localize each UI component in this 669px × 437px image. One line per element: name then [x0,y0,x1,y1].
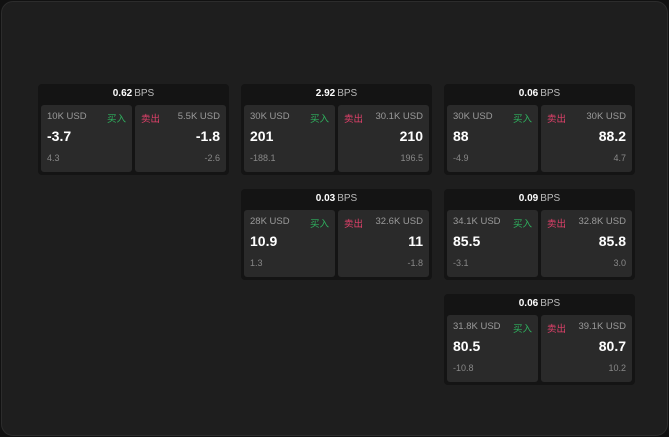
sell-price: 11 [408,233,423,249]
buy-button[interactable]: 30K USD 买入 201 -188.1 [244,105,335,172]
spread-header: 0.62 BPS [38,84,229,104]
spread-unit: BPS [337,193,358,204]
buy-label: 买入 [106,114,126,125]
buy-price: 80.5 [453,338,481,354]
sell-label: 卖出 [547,219,567,230]
sell-change: 4.7 [613,153,626,163]
buy-size: 34.1K USD [453,216,501,227]
spread-header: 0.06 BPS [444,294,635,314]
sell-price: 88.2 [598,128,626,144]
sell-change: 196.5 [400,153,423,163]
sell-button[interactable]: 卖出 30.1K USD 210 196.5 [338,105,429,172]
sell-button[interactable]: 卖出 39.1K USD 80.7 10.2 [541,315,632,382]
spread-header: 0.03 BPS [241,189,432,209]
spread-value: 0.03 [315,193,336,204]
quote-card: 0.62 BPS 10K USD 买入 -3.7 4.3 卖出 5.5K USD -1… [38,84,229,175]
sell-label: 卖出 [547,114,567,125]
buy-label: 买入 [309,114,329,125]
quote-card: 0.06 BPS 30K USD 买入 88 -4.9 卖出 30K USD 88.2… [444,84,635,175]
sell-size: 32.8K USD [578,216,626,227]
buy-change: -4.9 [453,153,469,163]
buy-label: 买入 [309,219,329,230]
buy-price: 88 [453,128,469,144]
spread-unit: BPS [134,88,155,99]
buy-button[interactable]: 31.8K USD 买入 80.5 -10.8 [447,315,538,382]
sell-button[interactable]: 卖出 5.5K USD -1.8 -2.6 [135,105,226,172]
spread-value: 0.09 [518,193,539,204]
sell-price: 210 [399,128,423,144]
sell-size: 5.5K USD [177,111,220,122]
sell-label: 卖出 [344,219,364,230]
buy-size: 31.8K USD [453,321,501,332]
buy-change: 4.3 [47,153,60,163]
sell-size: 32.6K USD [375,216,423,227]
spread-header: 2.92 BPS [241,84,432,104]
spread-value: 0.62 [112,88,133,99]
buy-change: -188.1 [250,153,276,163]
spread-unit: BPS [540,193,561,204]
spread-header: 0.09 BPS [444,189,635,209]
sell-price: 80.7 [598,338,626,354]
buy-button[interactable]: 34.1K USD 买入 85.5 -3.1 [447,210,538,277]
buy-price: 85.5 [453,233,481,249]
buy-change: -3.1 [453,258,469,268]
spread-value: 2.92 [315,88,336,99]
sell-button[interactable]: 卖出 32.8K USD 85.8 3.0 [541,210,632,277]
buy-size: 30K USD [250,111,290,122]
sell-button[interactable]: 卖出 30K USD 88.2 4.7 [541,105,632,172]
sell-button[interactable]: 卖出 32.6K USD 11 -1.8 [338,210,429,277]
buy-label: 买入 [512,219,532,230]
buy-price: 201 [250,128,274,144]
sell-price: 85.8 [598,233,626,249]
sell-label: 卖出 [344,114,364,125]
buy-button[interactable]: 10K USD 买入 -3.7 4.3 [41,105,132,172]
buy-label: 买入 [512,324,532,335]
sell-size: 39.1K USD [578,321,626,332]
sell-label: 卖出 [547,324,567,335]
sell-price: -1.8 [195,128,220,144]
buy-size: 10K USD [47,111,87,122]
sell-label: 卖出 [141,114,161,125]
quote-card: 2.92 BPS 30K USD 买入 201 -188.1 卖出 30.1K USD… [241,84,432,175]
quote-card: 0.03 BPS 28K USD 买入 10.9 1.3 卖出 32.6K USD 1… [241,189,432,280]
sell-change: 10.2 [608,363,626,373]
buy-button[interactable]: 30K USD 买入 88 -4.9 [447,105,538,172]
buy-button[interactable]: 28K USD 买入 10.9 1.3 [244,210,335,277]
quote-card: 0.06 BPS 31.8K USD 买入 80.5 -10.8 卖出 39.1K U… [444,294,635,385]
spread-unit: BPS [337,88,358,99]
buy-price: -3.7 [47,128,72,144]
buy-change: -10.8 [453,363,474,373]
sell-change: -1.8 [407,258,423,268]
spread-value: 0.06 [518,298,539,309]
buy-size: 28K USD [250,216,290,227]
spread-header: 0.06 BPS [444,84,635,104]
buy-price: 10.9 [250,233,278,249]
sell-change: -2.6 [204,153,220,163]
buy-label: 买入 [512,114,532,125]
sell-size: 30K USD [586,111,626,122]
spread-value: 0.06 [518,88,539,99]
spread-unit: BPS [540,88,561,99]
sell-size: 30.1K USD [375,111,423,122]
sell-change: 3.0 [613,258,626,268]
spread-unit: BPS [540,298,561,309]
buy-change: 1.3 [250,258,263,268]
quote-card: 0.09 BPS 34.1K USD 买入 85.5 -3.1 卖出 32.8K US… [444,189,635,280]
buy-size: 30K USD [453,111,493,122]
